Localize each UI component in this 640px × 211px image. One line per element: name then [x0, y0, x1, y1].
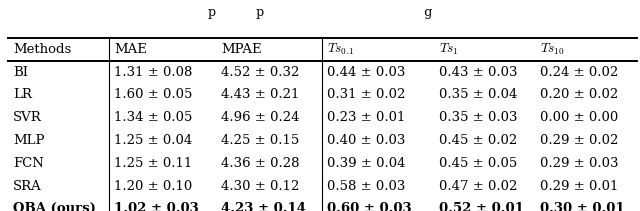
Text: 1.34 ± 0.05: 1.34 ± 0.05 [115, 111, 193, 124]
Text: SVR: SVR [13, 111, 42, 124]
Text: MLP: MLP [13, 134, 44, 147]
Text: 0.60 ± 0.03: 0.60 ± 0.03 [328, 202, 412, 211]
Text: 0.45 ± 0.05: 0.45 ± 0.05 [438, 157, 517, 170]
Text: 1.25 ± 0.11: 1.25 ± 0.11 [115, 157, 193, 170]
Text: SRA: SRA [13, 180, 42, 193]
Text: 0.23 ± 0.01: 0.23 ± 0.01 [328, 111, 406, 124]
Text: 1.02 ± 0.03: 1.02 ± 0.03 [115, 202, 199, 211]
Text: 4.52 ± 0.32: 4.52 ± 0.32 [221, 66, 300, 79]
Text: 1.60 ± 0.05: 1.60 ± 0.05 [115, 88, 193, 101]
Text: 0.39 ± 0.04: 0.39 ± 0.04 [328, 157, 406, 170]
Text: 0.35 ± 0.03: 0.35 ± 0.03 [438, 111, 517, 124]
Text: 0.44 ± 0.03: 0.44 ± 0.03 [328, 66, 406, 79]
Text: 1.31 ± 0.08: 1.31 ± 0.08 [115, 66, 193, 79]
Text: 0.24 ± 0.02: 0.24 ± 0.02 [540, 66, 618, 79]
Text: 0.45 ± 0.02: 0.45 ± 0.02 [438, 134, 517, 147]
Text: 0.29 ± 0.01: 0.29 ± 0.01 [540, 180, 619, 193]
Text: 0.29 ± 0.02: 0.29 ± 0.02 [540, 134, 619, 147]
Text: 4.36 ± 0.28: 4.36 ± 0.28 [221, 157, 300, 170]
Text: Methods: Methods [13, 43, 71, 56]
Text: 0.40 ± 0.03: 0.40 ± 0.03 [328, 134, 406, 147]
Text: 0.00 ± 0.00: 0.00 ± 0.00 [540, 111, 618, 124]
Text: 0.35 ± 0.04: 0.35 ± 0.04 [438, 88, 517, 101]
Text: 1.25 ± 0.04: 1.25 ± 0.04 [115, 134, 193, 147]
Text: 0.47 ± 0.02: 0.47 ± 0.02 [438, 180, 517, 193]
Text: 0.43 ± 0.03: 0.43 ± 0.03 [438, 66, 517, 79]
Text: 0.29 ± 0.03: 0.29 ± 0.03 [540, 157, 619, 170]
Text: 0.58 ± 0.03: 0.58 ± 0.03 [328, 180, 406, 193]
Text: 4.25 ± 0.15: 4.25 ± 0.15 [221, 134, 299, 147]
Text: 0.31 ± 0.02: 0.31 ± 0.02 [328, 88, 406, 101]
Text: BI: BI [13, 66, 28, 79]
Text: 0.52 ± 0.01: 0.52 ± 0.01 [438, 202, 524, 211]
Text: $Ts_{0.1}$: $Ts_{0.1}$ [328, 42, 355, 57]
Text: MPAE: MPAE [221, 43, 262, 56]
Text: 4.23 ± 0.14: 4.23 ± 0.14 [221, 202, 306, 211]
Text: MAE: MAE [115, 43, 147, 56]
Text: LR: LR [13, 88, 31, 101]
Text: OBA (ours): OBA (ours) [13, 202, 95, 211]
Text: 4.43 ± 0.21: 4.43 ± 0.21 [221, 88, 300, 101]
Text: 4.30 ± 0.12: 4.30 ± 0.12 [221, 180, 300, 193]
Text: 1.20 ± 0.10: 1.20 ± 0.10 [115, 180, 193, 193]
Text: p          p                                        g: p p g [208, 6, 432, 19]
Text: 4.96 ± 0.24: 4.96 ± 0.24 [221, 111, 300, 124]
Text: 0.30 ± 0.01: 0.30 ± 0.01 [540, 202, 625, 211]
Text: $Ts_{10}$: $Ts_{10}$ [540, 42, 565, 57]
Text: FCN: FCN [13, 157, 44, 170]
Text: $Ts_{1}$: $Ts_{1}$ [438, 42, 458, 57]
Text: 0.20 ± 0.02: 0.20 ± 0.02 [540, 88, 618, 101]
